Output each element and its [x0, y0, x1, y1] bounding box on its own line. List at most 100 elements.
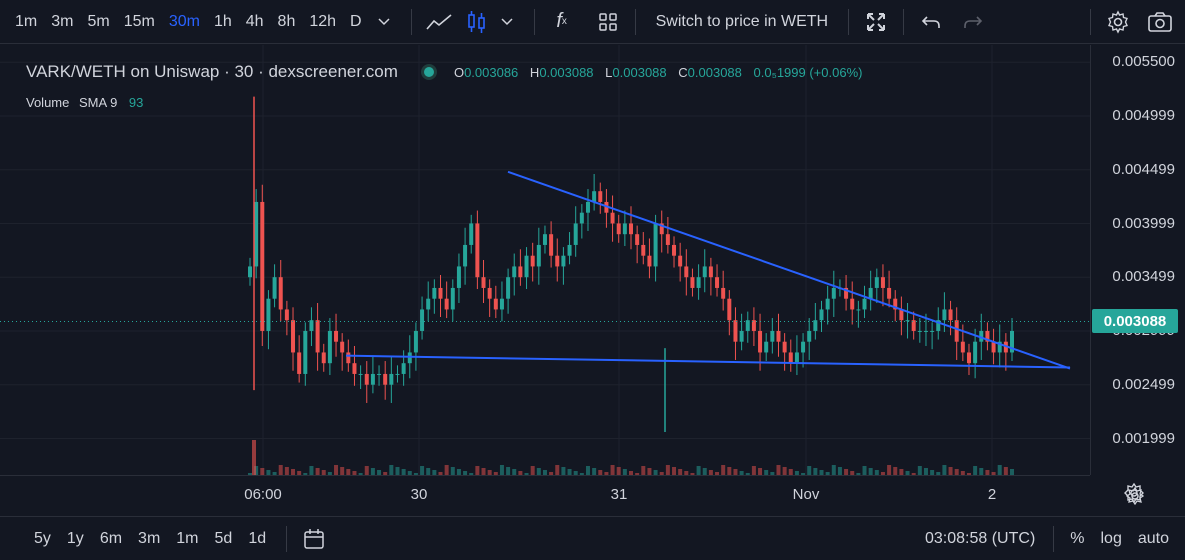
- volume-bar: [327, 472, 332, 475]
- candle-body: [936, 320, 941, 331]
- candle-body: [506, 277, 511, 299]
- candle-body: [573, 223, 578, 245]
- volume-bar: [942, 465, 947, 475]
- time-axis[interactable]: 06:00 30 31 Nov 2: [0, 475, 1144, 515]
- chart-canvas[interactable]: [0, 45, 1090, 475]
- candle-body: [475, 223, 480, 278]
- candle-body: [665, 234, 670, 245]
- timeframe-1h[interactable]: 1h: [213, 12, 232, 30]
- volume-bar: [413, 473, 418, 475]
- volume-bar: [1003, 467, 1008, 475]
- candle-body: [456, 266, 461, 288]
- volume-bar: [813, 468, 818, 475]
- volume-bar: [641, 466, 646, 475]
- volume-bar: [272, 472, 277, 475]
- volume-bar: [450, 467, 455, 475]
- timeframe-4h[interactable]: 4h: [245, 12, 264, 30]
- range-5d[interactable]: 5d: [214, 529, 233, 547]
- volume-bar: [874, 470, 879, 475]
- volume-bar: [616, 467, 621, 475]
- utc-clock[interactable]: 03:08:58 (UTC): [925, 529, 1036, 547]
- time-tick-label: 2: [987, 486, 997, 503]
- timeframe-30m[interactable]: 30m: [168, 12, 200, 30]
- candlestick-icon[interactable]: [462, 7, 492, 37]
- chevron-down-icon[interactable]: [369, 7, 399, 37]
- timeframe-3m[interactable]: 3m: [51, 12, 74, 30]
- timeframe-8h[interactable]: 8h: [277, 12, 296, 30]
- volume-bar: [776, 465, 781, 475]
- volume-bar: [573, 471, 578, 475]
- range-6m[interactable]: 6m: [99, 529, 123, 547]
- candle-body: [420, 309, 425, 331]
- volume-bar: [905, 471, 910, 475]
- timeframe-15m[interactable]: 15m: [123, 12, 155, 30]
- volume-bar: [837, 467, 842, 475]
- candle-body: [358, 373, 363, 375]
- settings-gear-icon[interactable]: [1103, 7, 1133, 37]
- percent-toggle[interactable]: %: [1070, 529, 1085, 547]
- layout-grid-icon[interactable]: [593, 7, 623, 37]
- chevron-down-icon[interactable]: [492, 7, 522, 37]
- candle-body: [248, 266, 252, 278]
- candle-body: [672, 244, 677, 256]
- range-1y[interactable]: 1y: [66, 529, 84, 547]
- volume-bar: [948, 467, 953, 475]
- candle-body: [555, 255, 560, 267]
- volume-bar: [444, 465, 449, 475]
- range-5y[interactable]: 5y: [34, 529, 51, 547]
- volume-bar: [512, 469, 517, 475]
- line-chart-icon[interactable]: [424, 7, 454, 37]
- price-tick-label: 0.005500: [1112, 53, 1175, 71]
- undo-icon[interactable]: [916, 7, 946, 37]
- candle-body: [383, 373, 388, 385]
- candle-body: [813, 320, 818, 331]
- volume-bar: [862, 466, 867, 475]
- candle-body: [297, 352, 302, 374]
- price-chart-svg[interactable]: [0, 45, 1090, 475]
- volume-bar: [678, 469, 683, 475]
- log-toggle[interactable]: log: [1100, 529, 1122, 547]
- candle-body: [647, 255, 652, 267]
- volume-bar: [665, 465, 670, 475]
- candle-body: [629, 223, 633, 235]
- timeframe-1m[interactable]: 1m: [15, 12, 38, 30]
- candle-body: [512, 266, 517, 278]
- volume-bar: [831, 465, 836, 475]
- volume-bar: [1010, 469, 1014, 475]
- volume-bar: [610, 465, 615, 475]
- volume-bar: [819, 470, 824, 475]
- goto-date-icon[interactable]: [299, 524, 329, 554]
- fullscreen-icon[interactable]: [861, 7, 891, 37]
- candle-body: [303, 330, 308, 374]
- volume-bar: [794, 471, 799, 475]
- camera-icon[interactable]: [1145, 7, 1175, 37]
- volume-bar: [758, 468, 763, 475]
- volume-value: 93: [128, 95, 144, 110]
- timeframe-12h[interactable]: 12h: [309, 12, 337, 30]
- close-label: C: [678, 64, 688, 80]
- sma-label: SMA 9: [79, 95, 118, 110]
- timeframe-5m[interactable]: 5m: [87, 12, 110, 30]
- volume-spike: [252, 440, 256, 475]
- timeframe-d[interactable]: D: [350, 12, 362, 30]
- market-status-dot: [423, 67, 434, 77]
- volume-bar: [733, 469, 738, 475]
- axis-settings-icon[interactable]: [1123, 482, 1145, 507]
- range-group: 5y 1y 6m 3m 1m 5d 1d: [26, 530, 274, 548]
- volume-bar: [801, 473, 806, 475]
- price-tick-label: 0.004999: [1112, 107, 1175, 125]
- candle-body: [868, 287, 873, 299]
- candle-body: [291, 320, 296, 353]
- time-tick-label: 30: [410, 486, 428, 503]
- range-1d[interactable]: 1d: [248, 529, 267, 547]
- auto-toggle[interactable]: auto: [1137, 529, 1169, 547]
- price-axis[interactable]: 0.005500 0.004999 0.004499 0.003999 0.003499…: [1090, 45, 1185, 475]
- redo-icon[interactable]: [958, 7, 988, 37]
- range-1m[interactable]: 1m: [176, 529, 199, 547]
- switch-price-button[interactable]: Switch to price in WETH: [655, 12, 829, 30]
- candle-body: [758, 330, 763, 353]
- candle-body: [751, 320, 756, 331]
- volume-bar: [248, 473, 252, 475]
- range-3m[interactable]: 3m: [138, 529, 161, 547]
